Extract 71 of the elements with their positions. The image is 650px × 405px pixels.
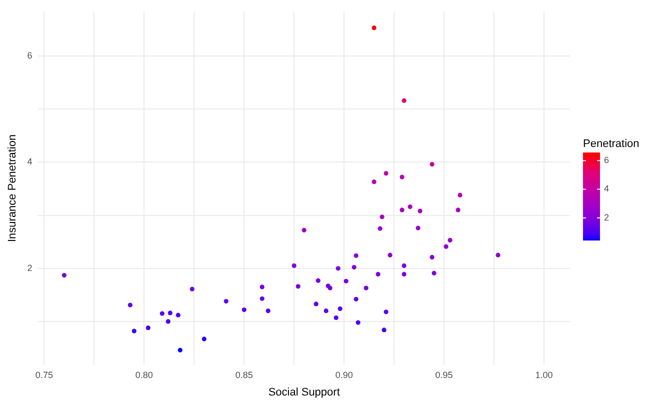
point xyxy=(456,208,460,212)
point xyxy=(372,26,376,30)
point xyxy=(382,328,386,332)
point xyxy=(402,98,406,103)
point xyxy=(408,204,412,210)
point xyxy=(260,284,264,290)
point xyxy=(388,252,392,258)
point xyxy=(324,308,328,314)
point xyxy=(338,306,342,312)
point xyxy=(316,278,320,283)
point xyxy=(132,328,136,334)
point xyxy=(384,310,388,314)
point xyxy=(444,244,448,249)
point xyxy=(266,308,270,314)
point xyxy=(354,296,358,302)
point xyxy=(62,272,66,278)
color-bar-title: Penetration xyxy=(583,138,640,150)
point xyxy=(260,296,264,301)
x-tick-label: 1.00 xyxy=(535,370,553,380)
point xyxy=(430,254,434,260)
color-bar-label: 4 xyxy=(604,184,610,194)
point xyxy=(302,228,306,232)
x-tick-label: 0.80 xyxy=(135,370,153,380)
point xyxy=(496,252,500,258)
point xyxy=(402,263,406,268)
point xyxy=(354,253,358,258)
point xyxy=(380,214,384,220)
y-axis-title: Insurance Penetration xyxy=(6,134,19,242)
y-tick-label: 4 xyxy=(27,156,32,167)
point xyxy=(292,263,296,268)
point xyxy=(418,208,422,214)
x-axis-title: Social Support xyxy=(268,386,340,398)
point xyxy=(352,265,356,270)
point xyxy=(336,266,340,271)
point xyxy=(224,298,228,304)
point xyxy=(202,336,206,342)
point xyxy=(372,180,376,184)
point xyxy=(448,238,452,243)
point xyxy=(168,310,172,316)
point xyxy=(160,311,164,316)
point xyxy=(400,174,404,180)
point xyxy=(334,315,338,320)
point xyxy=(364,286,368,290)
point xyxy=(430,162,434,167)
point xyxy=(432,270,436,276)
point xyxy=(376,272,380,277)
x-tick-label: 0.75 xyxy=(35,370,53,380)
point xyxy=(344,278,348,284)
point xyxy=(242,307,246,312)
x-tick-label: 0.85 xyxy=(235,370,253,380)
point xyxy=(128,302,132,308)
point xyxy=(402,272,406,277)
y-tick-label: 6 xyxy=(27,50,32,60)
point xyxy=(166,319,170,324)
point xyxy=(458,192,462,198)
point xyxy=(400,208,404,212)
point xyxy=(176,312,180,318)
color-bar-label: 2 xyxy=(604,212,610,222)
point xyxy=(146,326,150,330)
point xyxy=(314,302,318,306)
point xyxy=(416,226,420,230)
y-tick-label: 2 xyxy=(27,262,32,273)
point xyxy=(190,286,194,292)
point xyxy=(384,171,388,176)
point xyxy=(296,284,300,289)
point xyxy=(356,320,360,325)
point xyxy=(178,348,182,352)
x-tick-label: 0.95 xyxy=(435,370,453,380)
x-tick-label: 0.90 xyxy=(335,370,353,380)
color-bar-label: 6 xyxy=(604,155,610,166)
point xyxy=(378,226,382,231)
